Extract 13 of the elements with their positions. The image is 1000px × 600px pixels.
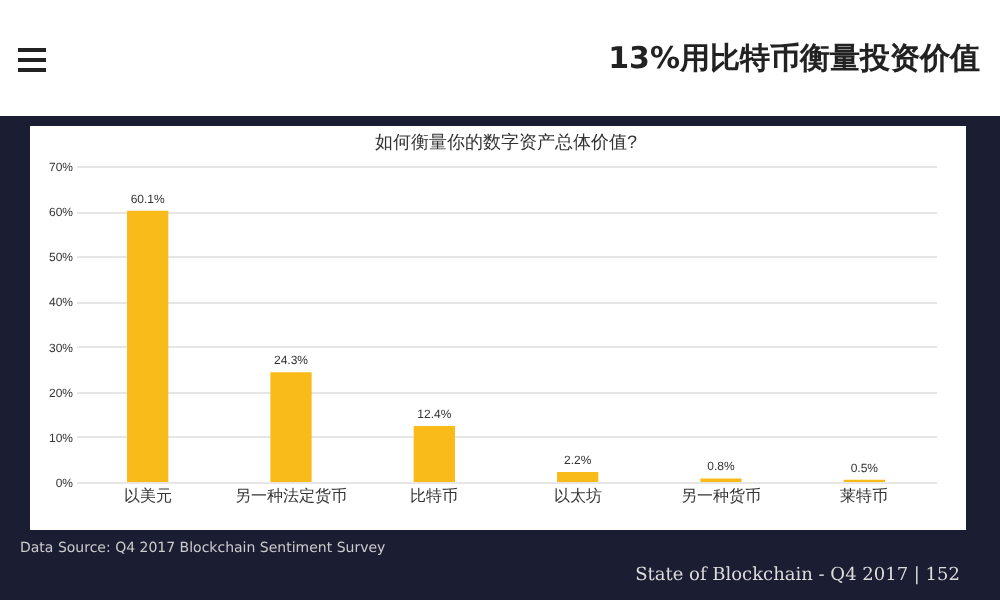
x-tick-label: 另一种法定货币 — [235, 487, 347, 505]
text: State of Blockchain - Q4 2017 | 152 — [635, 566, 960, 586]
x-tick-label: 莱特币 — [840, 487, 889, 505]
x-tick-label: 另一种货币 — [681, 487, 761, 505]
chart-subtitle: 如何衡量你的数字资产总体价值? — [374, 132, 638, 152]
chart-title: 13%用比特币衡量投资价值 — [608, 40, 980, 78]
bar — [413, 426, 455, 482]
bar — [127, 210, 169, 482]
x-tick-label: 比特币 — [410, 487, 459, 505]
x-tick-label: 以美元 — [123, 487, 172, 505]
x-tick-label: 以太坊 — [553, 487, 602, 505]
bar — [270, 372, 312, 482]
bar — [557, 472, 599, 482]
